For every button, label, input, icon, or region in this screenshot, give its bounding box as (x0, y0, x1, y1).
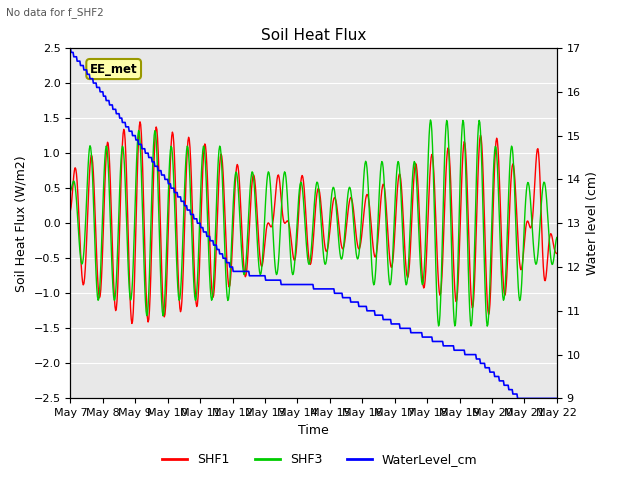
Title: Soil Heat Flux: Soil Heat Flux (261, 28, 366, 43)
WaterLevel_cm (401, 325, 408, 331)
Line: WaterLevel_cm: WaterLevel_cm (70, 48, 557, 398)
SHF1 (509, 163, 517, 168)
WaterLevel_cm (553, 396, 561, 401)
WaterLevel_cm (508, 387, 516, 393)
Text: No data for f_SHF2: No data for f_SHF2 (6, 7, 104, 18)
WaterLevel_cm (67, 45, 74, 51)
Text: EE_met: EE_met (90, 62, 138, 75)
SHF3 (509, 162, 517, 168)
SHF1 (355, 245, 362, 251)
SHF3 (553, 235, 561, 240)
SHF1 (128, 321, 136, 326)
SHF1 (307, 260, 315, 266)
SHF1 (136, 119, 144, 125)
Line: SHF1: SHF1 (70, 122, 557, 324)
Y-axis label: Water level (cm): Water level (cm) (586, 171, 599, 275)
SHF3 (353, 254, 361, 260)
SHF3 (427, 117, 435, 123)
SHF1 (196, 265, 204, 271)
SHF1 (553, 251, 561, 256)
Legend: SHF1, SHF3, WaterLevel_cm: SHF1, SHF3, WaterLevel_cm (157, 448, 483, 471)
WaterLevel_cm (306, 282, 314, 288)
WaterLevel_cm (173, 190, 181, 195)
Y-axis label: Soil Heat Flux (W/m2): Soil Heat Flux (W/m2) (15, 155, 28, 291)
SHF1 (175, 281, 182, 287)
SHF3 (483, 323, 491, 329)
WaterLevel_cm (353, 299, 361, 305)
WaterLevel_cm (195, 220, 202, 226)
X-axis label: Time: Time (298, 424, 329, 437)
SHF3 (173, 272, 181, 277)
SHF1 (403, 266, 410, 272)
SHF3 (401, 272, 408, 277)
SHF3 (195, 263, 202, 269)
SHF1 (67, 208, 74, 214)
WaterLevel_cm (514, 396, 522, 401)
SHF3 (67, 189, 74, 194)
Line: SHF3: SHF3 (70, 120, 557, 326)
SHF3 (306, 261, 314, 266)
